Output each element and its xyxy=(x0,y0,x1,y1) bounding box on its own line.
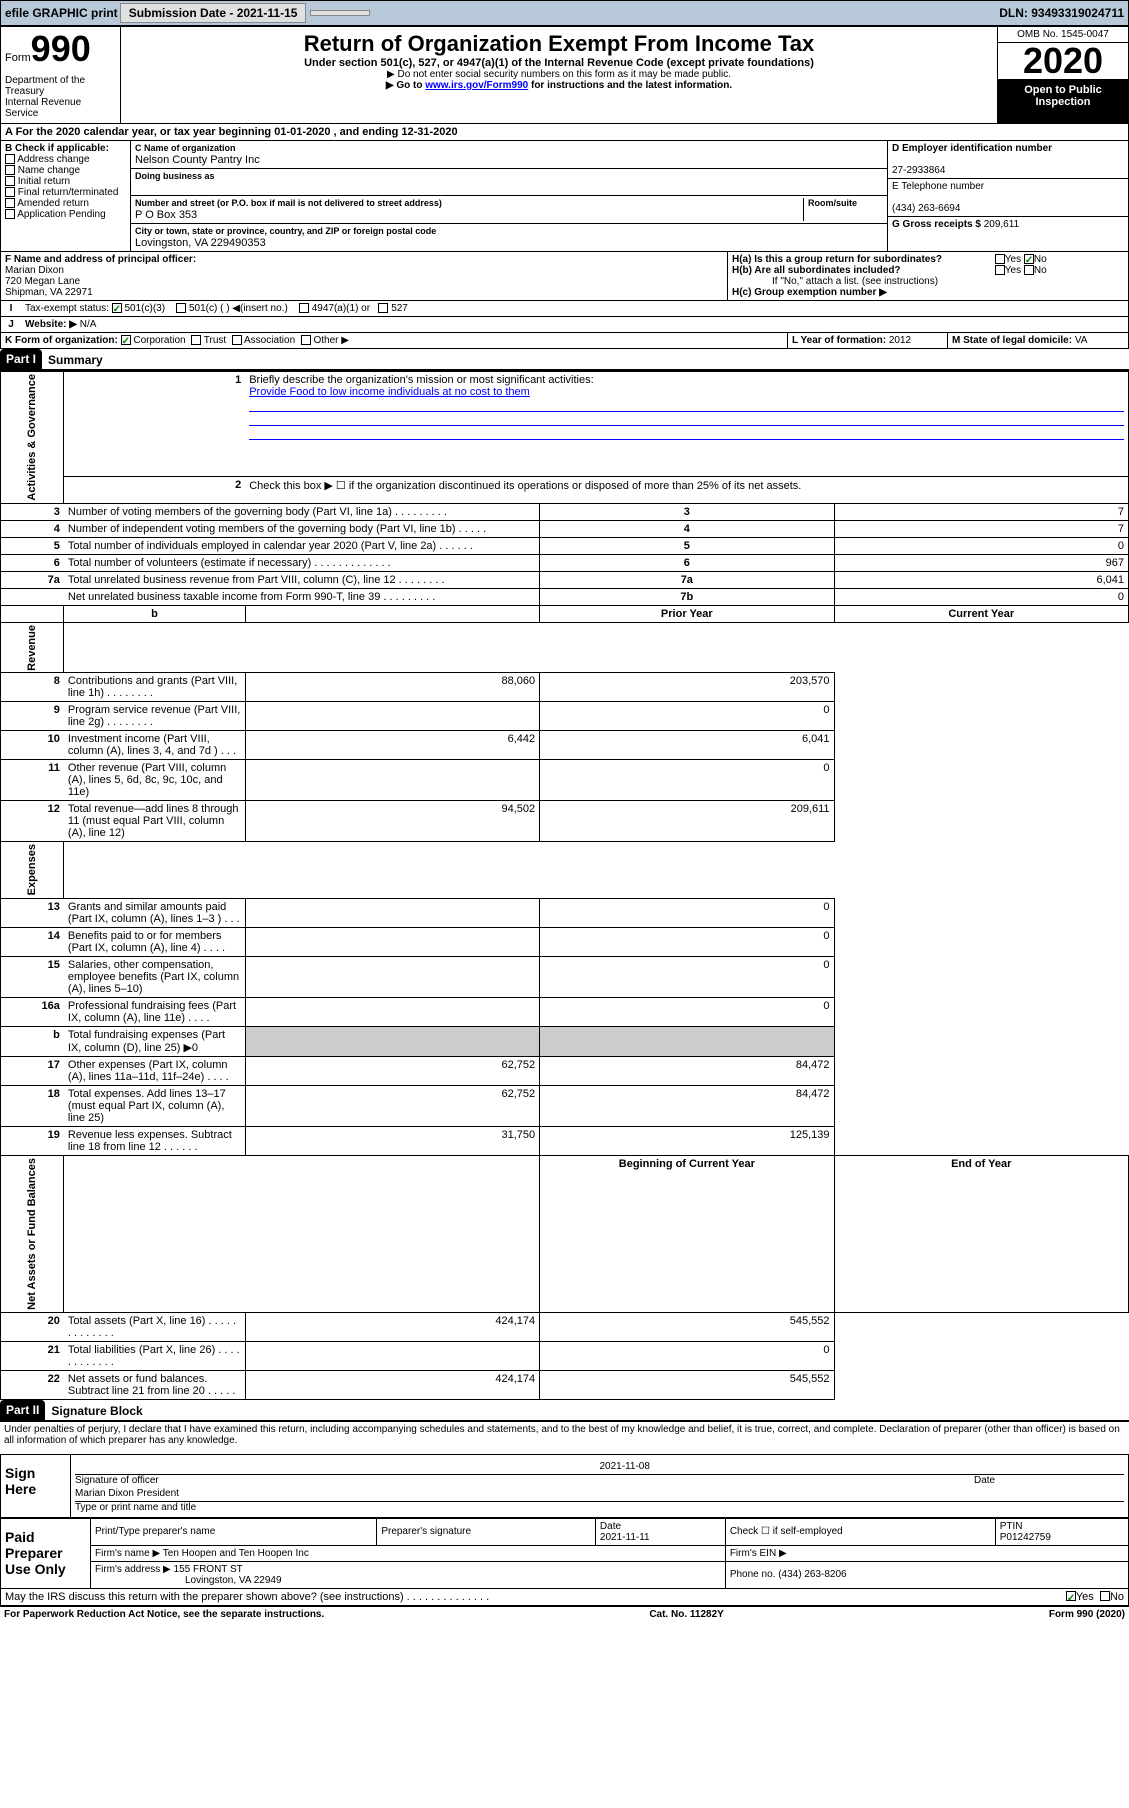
mission-text[interactable]: Provide Food to low income individuals a… xyxy=(249,386,530,398)
form-header: Form990 Department of the TreasuryIntern… xyxy=(0,26,1129,124)
form-subtitle: Under section 501(c), 527, or 4947(a)(1)… xyxy=(125,57,993,69)
signature-block: Sign Here 2021-11-08 Signature of office… xyxy=(0,1454,1129,1518)
note-ssn: ▶ Do not enter social security numbers o… xyxy=(125,69,993,80)
discuss-row: May the IRS discuss this return with the… xyxy=(0,1589,1129,1606)
website-row: J Website: ▶ N/A xyxy=(0,317,1129,333)
blank-btn[interactable] xyxy=(310,10,370,16)
form-title: Return of Organization Exempt From Incom… xyxy=(125,31,993,57)
section-b: B Check if applicable: Address change Na… xyxy=(1,141,131,251)
perjury-text: Under penalties of perjury, I declare th… xyxy=(0,1422,1129,1448)
part2-header: Part II Signature Block xyxy=(0,1400,1129,1422)
info-block: B Check if applicable: Address change Na… xyxy=(0,141,1129,252)
tax-period: A For the 2020 calendar year, or tax yea… xyxy=(0,124,1129,141)
summary-table: Activities & Governance 1 Briefly descri… xyxy=(0,371,1129,1400)
tax-year: 2020 xyxy=(998,43,1128,80)
note-link: ▶ Go to www.irs.gov/Form990 for instruct… xyxy=(125,80,993,91)
efile-label: efile GRAPHIC print xyxy=(5,6,118,20)
org-form-row: K Form of organization: Corporation Trus… xyxy=(0,333,1129,349)
public-inspection: Open to Public Inspection xyxy=(998,80,1128,123)
section-d: D Employer identification number27-29338… xyxy=(888,141,1128,251)
submission-date-btn[interactable]: Submission Date - 2021-11-15 xyxy=(120,3,307,23)
section-c: C Name of organizationNelson County Pant… xyxy=(131,141,888,251)
preparer-table: Paid Preparer Use Only Print/Type prepar… xyxy=(0,1518,1129,1589)
officer-group-row: F Name and address of principal officer:… xyxy=(0,252,1129,301)
page-footer: For Paperwork Reduction Act Notice, see … xyxy=(0,1606,1129,1622)
form-label: Form xyxy=(5,52,31,64)
dln-label: DLN: 93493319024711 xyxy=(999,6,1124,20)
efile-topbar: efile GRAPHIC print Submission Date - 20… xyxy=(0,0,1129,26)
tax-exempt-row: I Tax-exempt status: 501(c)(3) 501(c) ( … xyxy=(0,301,1129,317)
dept-label: Department of the TreasuryInternal Reven… xyxy=(5,75,116,119)
part1-header: Part I Summary xyxy=(0,349,1129,371)
form-number: 990 xyxy=(31,28,91,69)
form990-link[interactable]: www.irs.gov/Form990 xyxy=(425,80,528,91)
